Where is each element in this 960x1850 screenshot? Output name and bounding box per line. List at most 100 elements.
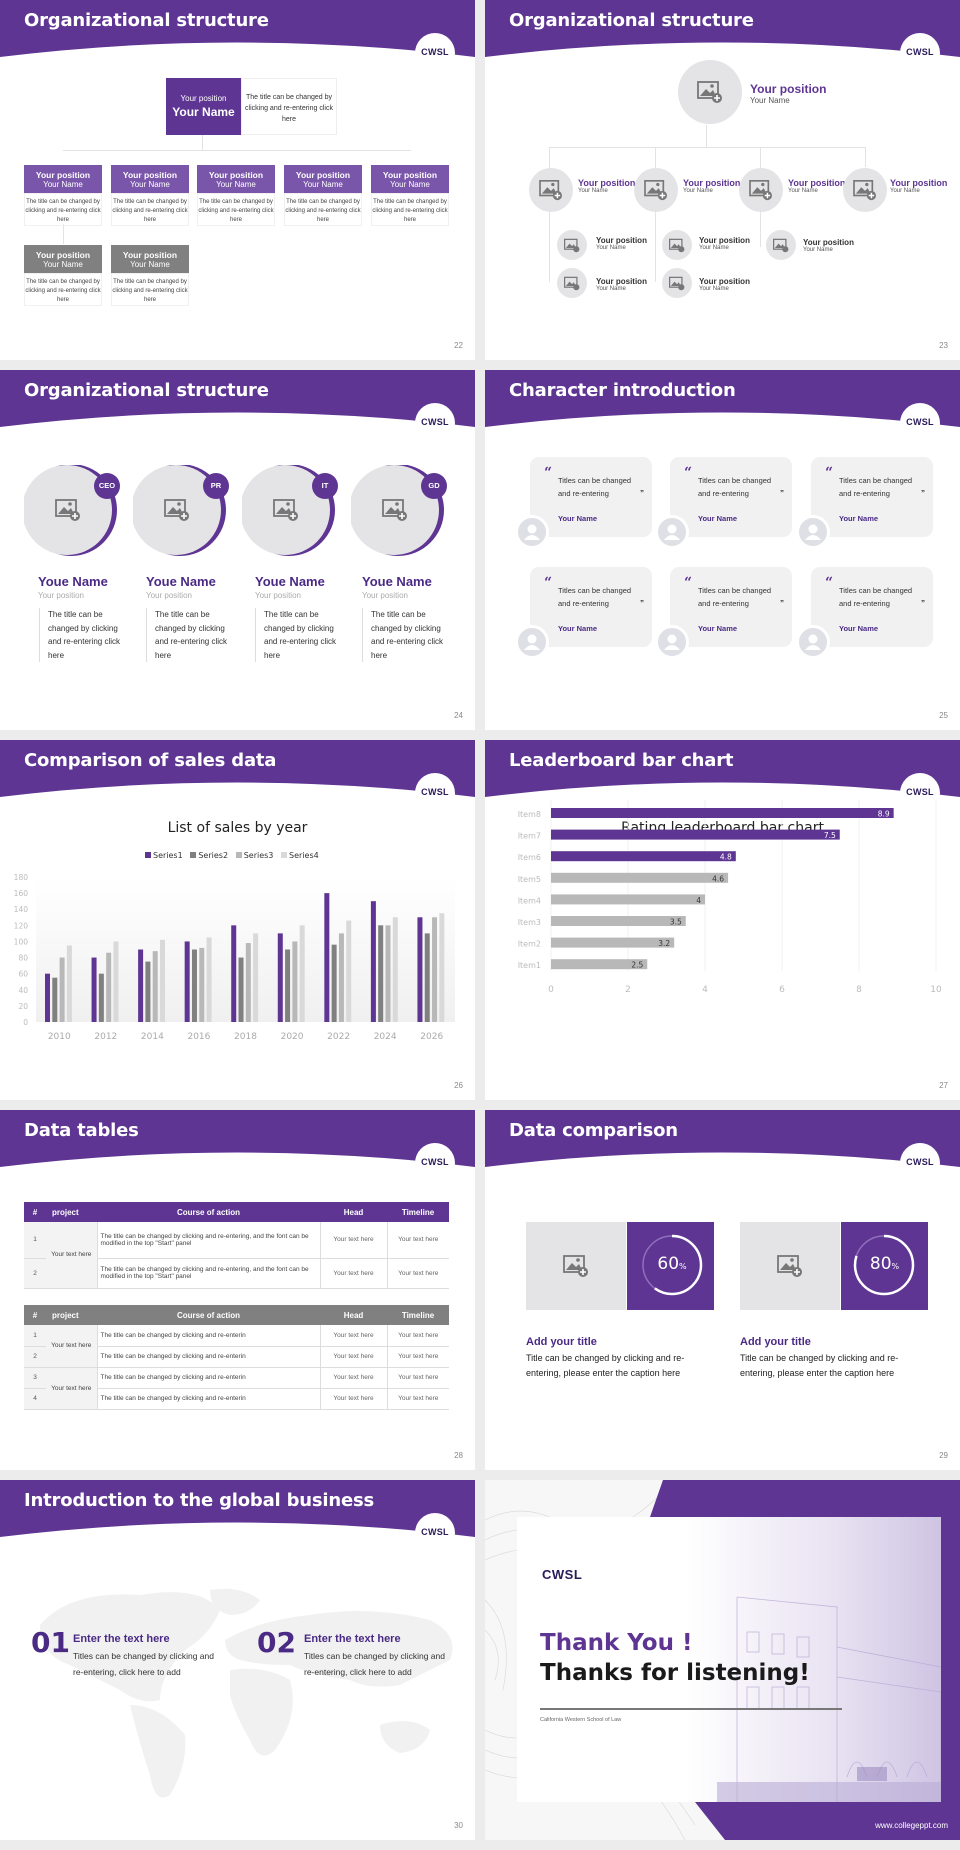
svg-text:Item4: Item4 [518,896,541,905]
org-box[interactable]: Your position Your Name The title can be c… [111,245,189,306]
add-image-icon [669,238,685,252]
org-box[interactable]: Your position Your Name The title can be c… [284,165,362,226]
slide-title: Comparison of sales data [24,750,277,771]
brand-logo: CWSL [542,1567,583,1582]
bar [370,901,376,1022]
top-position-box[interactable]: Your position Your Name [166,78,241,135]
legend-item[interactable]: Series4 [281,851,319,860]
quote-card[interactable]: “ Titles can be changed and re-entering ” Y… [530,457,652,537]
photo-placeholder[interactable] [662,268,692,298]
column-chart: 0 20 40 60 80 100 120 140 160 180 2010 2012 2014 2016… [0,740,475,1100]
bar [551,851,736,862]
slide-26[interactable]: Comparison of sales data CWSL List of sa… [0,740,475,1100]
table-row[interactable]: 1 Your text here The title can be change… [24,1222,449,1289]
brand-badge: CWSL [415,33,455,73]
photo-placeholder[interactable] [766,230,796,260]
head-cell: Your text here [320,1346,388,1368]
campus-building-image [717,1596,941,1802]
photo-placeholder[interactable] [634,168,678,212]
name-label: Your Name [699,286,729,292]
table-row[interactable]: 4 The title can be changed by clicking a… [24,1388,449,1410]
svg-text:2: 2 [625,985,631,995]
bar [551,959,648,970]
legend-item[interactable]: Series2 [190,851,228,860]
photo-placeholder[interactable] [557,268,587,298]
photo-crescent[interactable] [133,465,233,560]
thanks-listening-heading: Thanks for listening! [540,1660,810,1686]
slide-29[interactable]: Data comparison CWSL 60% Add your title … [485,1110,960,1470]
quote-card[interactable]: “ Titles can be changed and re-entering ” Y… [670,567,792,647]
photo-crescent[interactable] [24,465,124,560]
legend-item[interactable]: Series1 [145,851,183,860]
quote-author: Your Name [698,514,738,523]
photo-placeholder[interactable] [529,168,573,212]
website-link[interactable]: www.collegeppt.com [875,1821,948,1830]
slide-25[interactable]: Character introduction CWSL “ Titles can … [485,370,960,730]
photo-crescent[interactable] [351,465,451,560]
position-label: Your position [750,82,827,96]
slide-22[interactable]: Organizational structure CWSL Your posit… [0,0,475,360]
course-cell: The title can be changed by clicking and… [97,1388,321,1410]
head-cell: Your text here [320,1367,388,1389]
box-description: The title can be changed by clicking and… [111,193,189,226]
box-description: The title can be changed by clicking and… [197,193,275,226]
name-label: Your Name [596,286,626,292]
position-label: Your position [596,277,647,286]
top-description[interactable]: The title can be changed by clicking and… [241,78,337,135]
slide-28[interactable]: Data tables CWSL # project Course of act… [0,1110,475,1470]
photo-placeholder[interactable] [678,60,742,124]
svg-text:2026: 2026 [420,1032,443,1042]
org-box[interactable]: Your position Your Name The title can be c… [24,245,102,306]
svg-text:10: 10 [930,985,942,995]
person-position: Your position [255,591,301,600]
table-row[interactable]: 3 Your text here The title can be change… [24,1367,449,1410]
bar [324,893,330,1022]
brand-badge: CWSL [900,773,940,813]
quote-card[interactable]: “ Titles can be changed and re-entering ” Y… [670,457,792,537]
close-quote-icon: ” [640,599,644,608]
bar [160,939,166,1022]
open-quote-icon: “ [825,465,834,481]
photo-placeholder[interactable] [557,230,587,260]
photo-placeholder[interactable] [740,1222,840,1310]
legend-item[interactable]: Series3 [235,851,273,860]
org-box[interactable]: Your position Your Name The title can be c… [111,165,189,226]
photo-placeholder[interactable] [662,230,692,260]
quote-card[interactable]: “ Titles can be changed and re-entering ” Y… [530,567,652,647]
table-row[interactable]: 1 Your text here The title can be change… [24,1325,449,1368]
svg-text:0: 0 [548,985,554,995]
connector-line [706,125,707,147]
header-band [0,1480,475,1537]
photo-placeholder[interactable] [526,1222,626,1310]
slide-27[interactable]: Leaderboard bar chart CWSL Rating leader… [485,740,960,1100]
avatar-icon [655,625,689,659]
header-band [0,370,475,427]
photo-placeholder[interactable] [739,168,783,212]
slide-thank-you[interactable]: CWSL Thank You ! Thanks for listening! C… [485,1480,960,1840]
quote-author: Your Name [839,624,879,633]
name-label: Your Name [803,247,833,253]
slide-24[interactable]: Organizational structure CWSL CEO Youe N… [0,370,475,730]
table-row[interactable]: 2 The title can be changed by clicking a… [24,1346,449,1368]
col-header: project [52,1310,79,1320]
role-tag: IT [312,473,338,499]
timeline-cell: Your text here [387,1222,449,1259]
svg-text:4.6: 4.6 [712,874,724,883]
quote-card[interactable]: “ Titles can be changed and re-entering ” Y… [811,567,933,647]
photo-crescent[interactable] [242,465,342,560]
table-row[interactable]: 2 The title can be changed by clicking a… [24,1258,449,1289]
org-box[interactable]: Your position Your Name The title can be c… [24,165,102,226]
svg-text:4: 4 [702,985,708,995]
item-title: Enter the text here [73,1633,170,1645]
slide-30[interactable]: Introduction to the global business CWSL… [0,1480,475,1840]
org-box[interactable]: Your position Your Name The title can be c… [197,165,275,226]
quote-card[interactable]: “ Titles can be changed and re-entering ” Y… [811,457,933,537]
position-label: Your position [683,178,741,188]
data-table-1: # project Course of action Head Timeline… [24,1202,449,1289]
school-name: California Western School of Law [540,1717,622,1723]
page-number: 28 [454,1451,463,1460]
org-box[interactable]: Your position Your Name The title can be c… [371,165,449,226]
photo-placeholder[interactable] [843,168,887,212]
slide-23[interactable]: Organizational structure CWSL Your posit… [485,0,960,360]
person-description: The title can be changed by clicking and… [39,608,121,662]
